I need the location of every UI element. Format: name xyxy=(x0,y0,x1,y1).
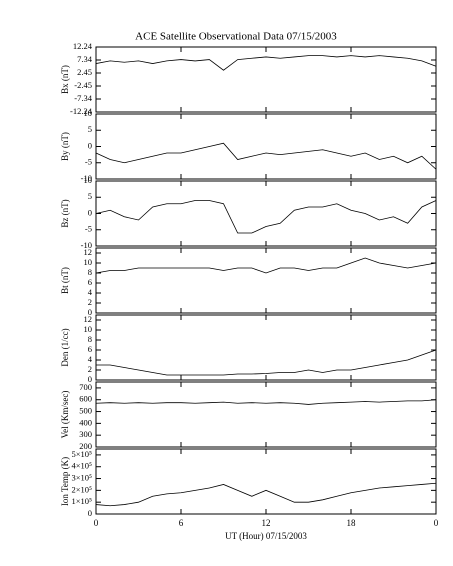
x-tick-label: 18 xyxy=(347,518,357,528)
data-line xyxy=(95,200,437,234)
y-tick-label: 10 xyxy=(84,257,93,267)
y-tick-label: 12.24 xyxy=(73,41,93,51)
panel-frame xyxy=(95,180,437,247)
y-tick-label: -7.34 xyxy=(74,93,92,103)
y-tick-label: 10 xyxy=(84,108,93,118)
y-tick-label: 5 xyxy=(88,191,92,201)
y-tick-label: 8 xyxy=(88,267,92,277)
y-axis-label: Bx (nT) xyxy=(60,65,70,94)
y-tick-label: 10 xyxy=(84,324,93,334)
y-tick-label: 1×10⁵ xyxy=(71,496,92,506)
y-tick-label: -5 xyxy=(85,224,92,234)
y-tick-label: 0 xyxy=(88,508,92,518)
y-tick-label: 0 xyxy=(88,140,92,150)
data-line xyxy=(95,257,437,274)
x-tick-label: 0 xyxy=(434,518,439,528)
panel-frame xyxy=(95,381,437,448)
y-tick-label: 4 xyxy=(88,287,93,297)
y-tick-label: 7.34 xyxy=(77,54,93,64)
data-line xyxy=(96,349,437,376)
y-tick-label: 300 xyxy=(79,429,92,439)
data-line xyxy=(95,399,437,405)
y-axis-label: By (nT) xyxy=(60,132,70,161)
y-tick-label: 2 xyxy=(88,297,92,307)
y-tick-label: 2 xyxy=(88,364,92,374)
panel-frame xyxy=(95,448,437,515)
y-tick-label: 4 xyxy=(88,354,93,364)
y-tick-label: 3×10⁵ xyxy=(71,472,92,482)
y-tick-label: 5 xyxy=(88,124,92,134)
y-tick-label: 700 xyxy=(79,382,92,392)
y-tick-label: 12 xyxy=(84,247,93,257)
y-axis-label: Ion Temp (K) xyxy=(60,457,70,506)
panel-frame xyxy=(95,113,437,180)
y-tick-label: 2.45 xyxy=(77,67,92,77)
y-tick-label: 600 xyxy=(79,394,92,404)
y-tick-label: 6 xyxy=(88,344,92,354)
y-tick-label: -2.45 xyxy=(74,80,92,90)
y-axis-label: Vel (Km/sec) xyxy=(60,391,70,439)
x-tick-label: 0 xyxy=(94,518,99,528)
y-tick-label: 2×10⁵ xyxy=(71,484,92,494)
y-tick-label: -12.24 xyxy=(70,106,93,116)
x-axis-label: UT (Hour) 07/15/2003 xyxy=(225,531,307,541)
y-axis-label: Bt (nT) xyxy=(60,267,70,294)
chart-title: ACE Satellite Observational Data 07/15/2… xyxy=(135,31,337,43)
y-tick-label: 0 xyxy=(88,307,92,317)
y-tick-label: 4×10⁵ xyxy=(71,461,92,471)
y-tick-label: 500 xyxy=(79,405,92,415)
y-tick-label: -5 xyxy=(85,157,92,167)
x-tick-label: 12 xyxy=(262,518,271,528)
y-tick-label: 0 xyxy=(88,207,92,217)
data-line xyxy=(95,55,437,71)
y-axis-label: Den (1/cc) xyxy=(60,328,70,366)
y-tick-label: 0 xyxy=(88,374,92,384)
y-tick-label: 5×10⁵ xyxy=(71,449,92,459)
y-tick-label: -10 xyxy=(81,173,92,183)
data-line xyxy=(95,482,437,507)
y-tick-label: 200 xyxy=(79,441,92,451)
y-tick-label: 8 xyxy=(88,334,92,344)
y-tick-label: 10 xyxy=(84,175,93,185)
y-tick-label: 6 xyxy=(88,277,92,287)
x-tick-label: 6 xyxy=(179,518,184,528)
panel-frame xyxy=(95,314,437,381)
y-tick-label: -10 xyxy=(81,240,92,250)
panel-frame xyxy=(95,247,437,314)
y-tick-label: 12 xyxy=(84,314,93,324)
y-tick-label: 400 xyxy=(79,417,92,427)
data-line xyxy=(95,142,437,170)
y-axis-label: Bz (nT) xyxy=(60,199,70,227)
